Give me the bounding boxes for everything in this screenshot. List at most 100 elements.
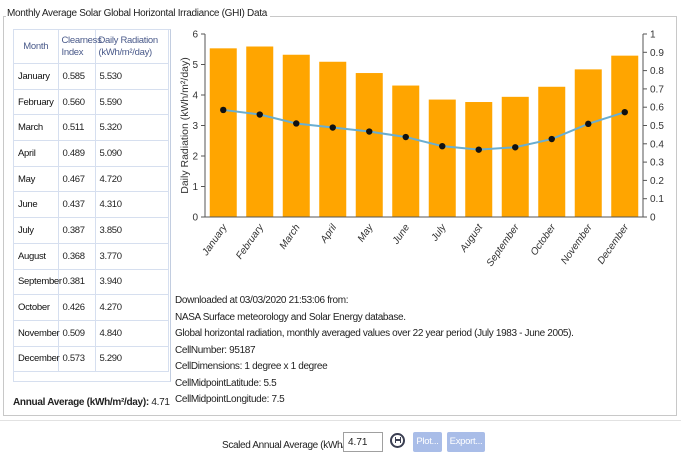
month-cell: December — [14, 346, 60, 373]
table-row[interactable]: August 0.368 3.770 — [14, 243, 169, 270]
clearness-point — [439, 142, 446, 150]
annual-average-value: 4.71 — [151, 397, 170, 408]
left-tick-label: 6 — [192, 30, 198, 41]
export-button[interactable]: Export... — [447, 432, 485, 452]
left-tick-label: 4 — [192, 91, 198, 102]
category-label: July — [429, 222, 449, 245]
clearness-cell: 0.381 — [58, 269, 96, 296]
left-tick-label: 2 — [192, 152, 198, 163]
clearness-point — [512, 144, 519, 151]
clearness-cell: 0.437 — [58, 191, 96, 219]
plot-button[interactable]: Plot... — [413, 432, 442, 452]
radiation-cell: 5.090 — [95, 140, 169, 167]
clearness-point — [220, 106, 227, 114]
chart-bar — [611, 55, 639, 217]
radiation-cell: 4.840 — [95, 320, 169, 347]
chart-bar — [574, 69, 602, 217]
category-label: May — [356, 222, 376, 245]
clearness-point — [366, 128, 373, 135]
clearness-point — [475, 146, 482, 153]
info-line: CellMidpointLatitude: 5.5 — [175, 377, 277, 389]
right-tick-label: 0.3 — [650, 158, 664, 169]
radiation-chart: 012345600.10.20.30.40.50.60.70.80.91Dail… — [179, 30, 664, 269]
month-cell: October — [14, 294, 59, 321]
data-group-box — [3, 16, 677, 416]
column-header-month[interactable]: Month — [14, 30, 59, 64]
info-line: CellDimensions: 1 degree x 1 degree — [175, 361, 328, 372]
right-tick-label: 0.9 — [650, 48, 664, 59]
category-label: January — [200, 222, 231, 259]
table-row[interactable]: December 0.573 5.290 — [14, 346, 169, 373]
clearness-cell: 0.509 — [58, 320, 96, 347]
table-row[interactable]: July 0.387 3.850 — [14, 217, 169, 244]
table-row[interactable]: April 0.489 5.090 — [14, 140, 169, 167]
right-tick-label: 0.5 — [650, 121, 664, 132]
chart-bar — [501, 96, 529, 217]
chart-bar — [246, 46, 274, 217]
left-tick-label: 0 — [192, 213, 198, 224]
clearness-cell: 0.387 — [58, 217, 96, 244]
source-info: Downloaded at 03/03/2020 21:53:06 from: N… — [175, 293, 574, 409]
table-row[interactable]: September 0.381 3.940 — [14, 269, 169, 296]
chart-bar — [465, 102, 493, 217]
radiation-cell: 5.530 — [95, 63, 169, 90]
clearness-line — [223, 108, 626, 151]
month-cell: March — [14, 114, 59, 142]
info-line: Downloaded at 03/03/2020 21:53:06 from: — [175, 295, 349, 306]
clearness-point — [585, 120, 592, 128]
table-frame — [13, 29, 171, 382]
info-line: NASA Surface meteorology and Solar Energ… — [175, 311, 406, 323]
clearness-point — [548, 135, 555, 143]
month-cell: June — [14, 191, 59, 219]
group-title: Monthly Average Solar Global Horizontal … — [6, 8, 270, 19]
table-row[interactable]: March 0.511 5.320 — [14, 114, 169, 142]
lock-circle-icon[interactable] — [390, 433, 405, 448]
right-tick-label: 0.7 — [650, 84, 664, 95]
category-label: June — [390, 222, 412, 247]
right-tick-label: 0.1 — [650, 194, 664, 205]
table-header-row: Month Clearness Index Daily Radiation (kWh… — [14, 30, 169, 64]
category-label: October — [529, 222, 559, 258]
scaled-annual-average-label: Scaled Annual Average (kWh/m²/da — [222, 440, 369, 451]
column-header-radiation[interactable]: Daily Radiation (kWh/m²/day) — [95, 30, 169, 64]
left-tick-label: 3 — [192, 121, 198, 132]
category-label: November — [559, 222, 595, 267]
right-tick-label: 0.4 — [650, 139, 664, 150]
left-tick-label: 5 — [192, 60, 198, 71]
clearness-point — [293, 120, 300, 127]
clearness-cell: 0.560 — [58, 89, 96, 116]
table-row[interactable]: October 0.426 4.270 — [14, 294, 169, 321]
table-row[interactable]: February 0.560 5.590 — [14, 89, 169, 116]
category-label: March — [278, 222, 303, 251]
category-label: April — [318, 222, 340, 246]
clearness-point — [256, 111, 263, 118]
table-row[interactable]: June 0.437 4.310 — [14, 191, 169, 219]
clearness-cell: 0.585 — [58, 63, 96, 90]
table-row[interactable]: May 0.467 4.720 — [14, 166, 169, 193]
month-cell: September — [14, 269, 62, 296]
right-tick-label: 0.8 — [650, 66, 664, 77]
right-tick-label: 0.2 — [650, 176, 664, 187]
clearness-cell: 0.368 — [58, 243, 96, 270]
clearness-cell: 0.511 — [58, 114, 96, 142]
bottom-bar — [0, 420, 681, 460]
month-cell: January — [14, 63, 59, 90]
chart-bar — [282, 54, 310, 218]
monthly-data-table[interactable]: Month Clearness Index Daily Radiation (kWh… — [14, 30, 169, 373]
table-row[interactable]: November 0.509 4.840 — [14, 320, 169, 347]
table-row[interactable]: January 0.585 5.530 — [14, 63, 169, 90]
month-cell: November — [14, 320, 60, 347]
radiation-cell: 5.590 — [95, 89, 169, 116]
chart-bar — [538, 86, 566, 217]
scaled-annual-average-input[interactable] — [343, 432, 383, 452]
info-line: CellMidpointLongitude: 7.5 — [175, 394, 285, 405]
chart-bar — [392, 85, 420, 217]
clearness-cell: 0.573 — [58, 346, 96, 373]
radiation-cell: 5.320 — [95, 114, 169, 142]
clearness-point — [402, 133, 409, 141]
month-cell: July — [14, 217, 59, 244]
radiation-cell: 5.290 — [95, 346, 169, 373]
month-cell: February — [14, 89, 59, 116]
column-header-clearness[interactable]: Clearness Index — [58, 30, 102, 64]
radiation-cell: 3.940 — [95, 269, 169, 296]
